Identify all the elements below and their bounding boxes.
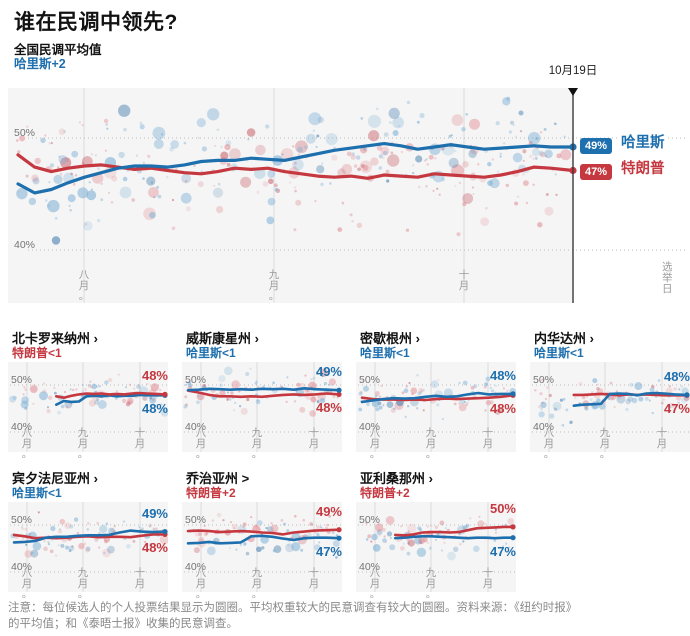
end-value-label-bottom: 48%: [141, 540, 168, 556]
x-axis-month-label: 八月。: [369, 567, 381, 600]
x-axis-month-label: 九月。: [77, 567, 89, 600]
state-margin-label: 特朗普+2: [186, 486, 236, 500]
national-chart-canvas: [8, 88, 686, 303]
y-axis-label: 50%: [11, 514, 33, 526]
x-axis-month-label: 九月。: [77, 427, 89, 460]
x-axis-month-label: 八月。: [369, 427, 381, 460]
page-title: 谁在民调中领先?: [14, 11, 178, 34]
x-axis-month-label: 九月。: [251, 567, 263, 600]
x-axis-month-label: 九月。: [268, 269, 280, 302]
state-card-michigan: 密歇根州 › 哈里斯<1 50% 40% 八月。 九月。 十月 48% 48%: [356, 326, 516, 460]
x-axis-month-label: 八月。: [21, 427, 33, 460]
national-average-subtitle: 全国民调平均值: [14, 43, 102, 57]
x-axis-month-label: 九月。: [251, 427, 263, 460]
state-card-wisconsin: 威斯康星州 › 哈里斯<1 50% 40% 八月。 九月。 十月 49% 48%: [182, 326, 342, 460]
state-card-nevada: 内华达州 › 哈里斯<1 50% 40% 八月。 九月。 十月 48% 47%: [530, 326, 690, 460]
state-link-north-carolina[interactable]: 北卡罗来纳州 ›: [12, 331, 98, 346]
state-margin-label: 特朗普+2: [360, 486, 410, 500]
x-axis-month-label: 九月。: [425, 567, 437, 600]
end-value-label-bottom: 48%: [315, 400, 342, 416]
y-axis-label: 40%: [359, 421, 381, 433]
end-value-label-bottom: 47%: [663, 401, 690, 417]
x-axis-month-label: 十月: [134, 567, 146, 590]
end-value-label-top: 48%: [489, 367, 516, 383]
north-carolina-chart-canvas: [8, 362, 168, 452]
state-card-north-carolina: 北卡罗来纳州 › 特朗普<1 50% 40% 八月。 九月。 十月 48% 48%: [8, 326, 168, 460]
y-axis-label: 40%: [14, 239, 36, 251]
x-axis-month-label: 十月: [308, 427, 320, 450]
y-axis-label: 40%: [359, 561, 381, 573]
source-note-line2: 的平均值；和《泰晤士报》收集的民意调查。: [8, 618, 238, 631]
end-value-label-top: 49%: [315, 364, 342, 380]
y-axis-label: 50%: [185, 514, 207, 526]
y-axis-label: 40%: [11, 561, 33, 573]
end-value-label-top: 49%: [315, 503, 342, 519]
election-day-label: 选举日: [662, 261, 673, 295]
y-axis-label: 40%: [185, 421, 207, 433]
state-link-nevada[interactable]: 内华达州 ›: [534, 331, 594, 346]
x-axis-month-label: 十月: [656, 427, 668, 450]
x-axis-month-label: 八月。: [195, 427, 207, 460]
trump-name-label: 特朗普: [619, 160, 667, 179]
state-margin-label: 哈里斯<1: [360, 346, 410, 360]
state-link-wisconsin[interactable]: 威斯康星州 ›: [186, 331, 259, 346]
y-axis-label: 50%: [185, 374, 207, 386]
pennsylvania-chart-canvas: [8, 502, 168, 592]
source-note-line1: 注意：每位候选人的个人投票结果显示为圆圈。平均权重较大的民意调查有较大的圆圈。资…: [8, 602, 578, 614]
y-axis-label: 40%: [533, 421, 555, 433]
state-link-pennsylvania[interactable]: 宾夕法尼亚州 ›: [12, 471, 98, 486]
state-link-georgia[interactable]: 乔治亚州 >: [186, 471, 250, 486]
y-axis-label: 40%: [185, 561, 207, 573]
state-card-pennsylvania: 宾夕法尼亚州 › 哈里斯<1 50% 40% 八月。 九月。 十月 49% 48%: [8, 466, 168, 600]
georgia-chart-canvas: [182, 502, 342, 592]
state-margin-label: 哈里斯<1: [534, 346, 584, 360]
state-margin-label: 哈里斯<1: [186, 346, 236, 360]
state-link-arizona[interactable]: 亚利桑那州 ›: [360, 471, 433, 486]
michigan-chart-canvas: [356, 362, 516, 452]
x-axis-month-label: 十月: [308, 567, 320, 590]
x-axis-month-label: 十月: [482, 567, 494, 590]
trump-pct-badge: 47%: [580, 164, 613, 180]
x-axis-month-label: 八月。: [21, 567, 33, 600]
end-value-label-top: 48%: [141, 368, 168, 384]
y-axis-label: 50%: [359, 514, 381, 526]
state-margin-label: 特朗普<1: [12, 346, 62, 360]
y-axis-label: 50%: [14, 127, 36, 139]
harris-pct-badge: 49%: [580, 138, 613, 154]
end-value-label-top: 48%: [663, 368, 690, 384]
source-note: 注意：每位候选人的个人投票结果显示为圆圈。平均权重较大的民意调查有较大的圆圈。资…: [8, 600, 680, 632]
state-link-michigan[interactable]: 密歇根州 ›: [360, 331, 420, 346]
date-marker-label: 10月19日: [548, 65, 598, 77]
national-poll-chart: 50% 40% 八月。 九月。 十月 选举日: [0, 88, 690, 303]
x-axis-month-label: 八月。: [195, 567, 207, 600]
state-card-arizona: 亚利桑那州 › 特朗普+2 50% 40% 八月。 九月。 十月 50% 47%: [356, 466, 516, 600]
end-value-label-bottom: 48%: [489, 401, 516, 417]
wisconsin-chart-canvas: [182, 362, 342, 452]
y-axis-label: 50%: [533, 374, 555, 386]
end-value-label-bottom: 48%: [141, 401, 168, 417]
end-value-label-bottom: 47%: [315, 544, 342, 560]
state-margin-label: 哈里斯<1: [12, 486, 62, 500]
nevada-chart-canvas: [530, 362, 690, 452]
x-axis-month-label: 八月。: [543, 427, 555, 460]
y-axis-label: 50%: [11, 374, 33, 386]
end-value-label-top: 49%: [141, 505, 168, 521]
x-axis-month-label: 九月。: [425, 427, 437, 460]
arizona-chart-canvas: [356, 502, 516, 592]
x-axis-month-label: 八月。: [78, 269, 90, 302]
end-value-label-top: 50%: [489, 500, 516, 516]
y-axis-label: 40%: [11, 421, 33, 433]
end-value-label-bottom: 47%: [489, 543, 516, 559]
x-axis-month-label: 九月。: [599, 427, 611, 460]
state-card-georgia: 乔治亚州 > 特朗普+2 50% 40% 八月。 九月。 十月 49% 47%: [182, 466, 342, 600]
x-axis-month-label: 十月: [458, 269, 470, 292]
state-charts-row-1: 北卡罗来纳州 › 特朗普<1 50% 40% 八月。九月。十月 48% 48% 威斯康星…: [8, 326, 690, 460]
x-axis-month-label: 十月: [134, 427, 146, 450]
y-axis-label: 50%: [359, 374, 381, 386]
state-charts-row-2: 宾夕法尼亚州 › 哈里斯<1 50% 40% 八月。九月。十月 49% 48% 乔治亚州…: [8, 466, 516, 600]
harris-name-label: 哈里斯: [619, 134, 667, 153]
x-axis-month-label: 十月: [482, 427, 494, 450]
national-lead-margin: 哈里斯+2: [14, 57, 66, 71]
